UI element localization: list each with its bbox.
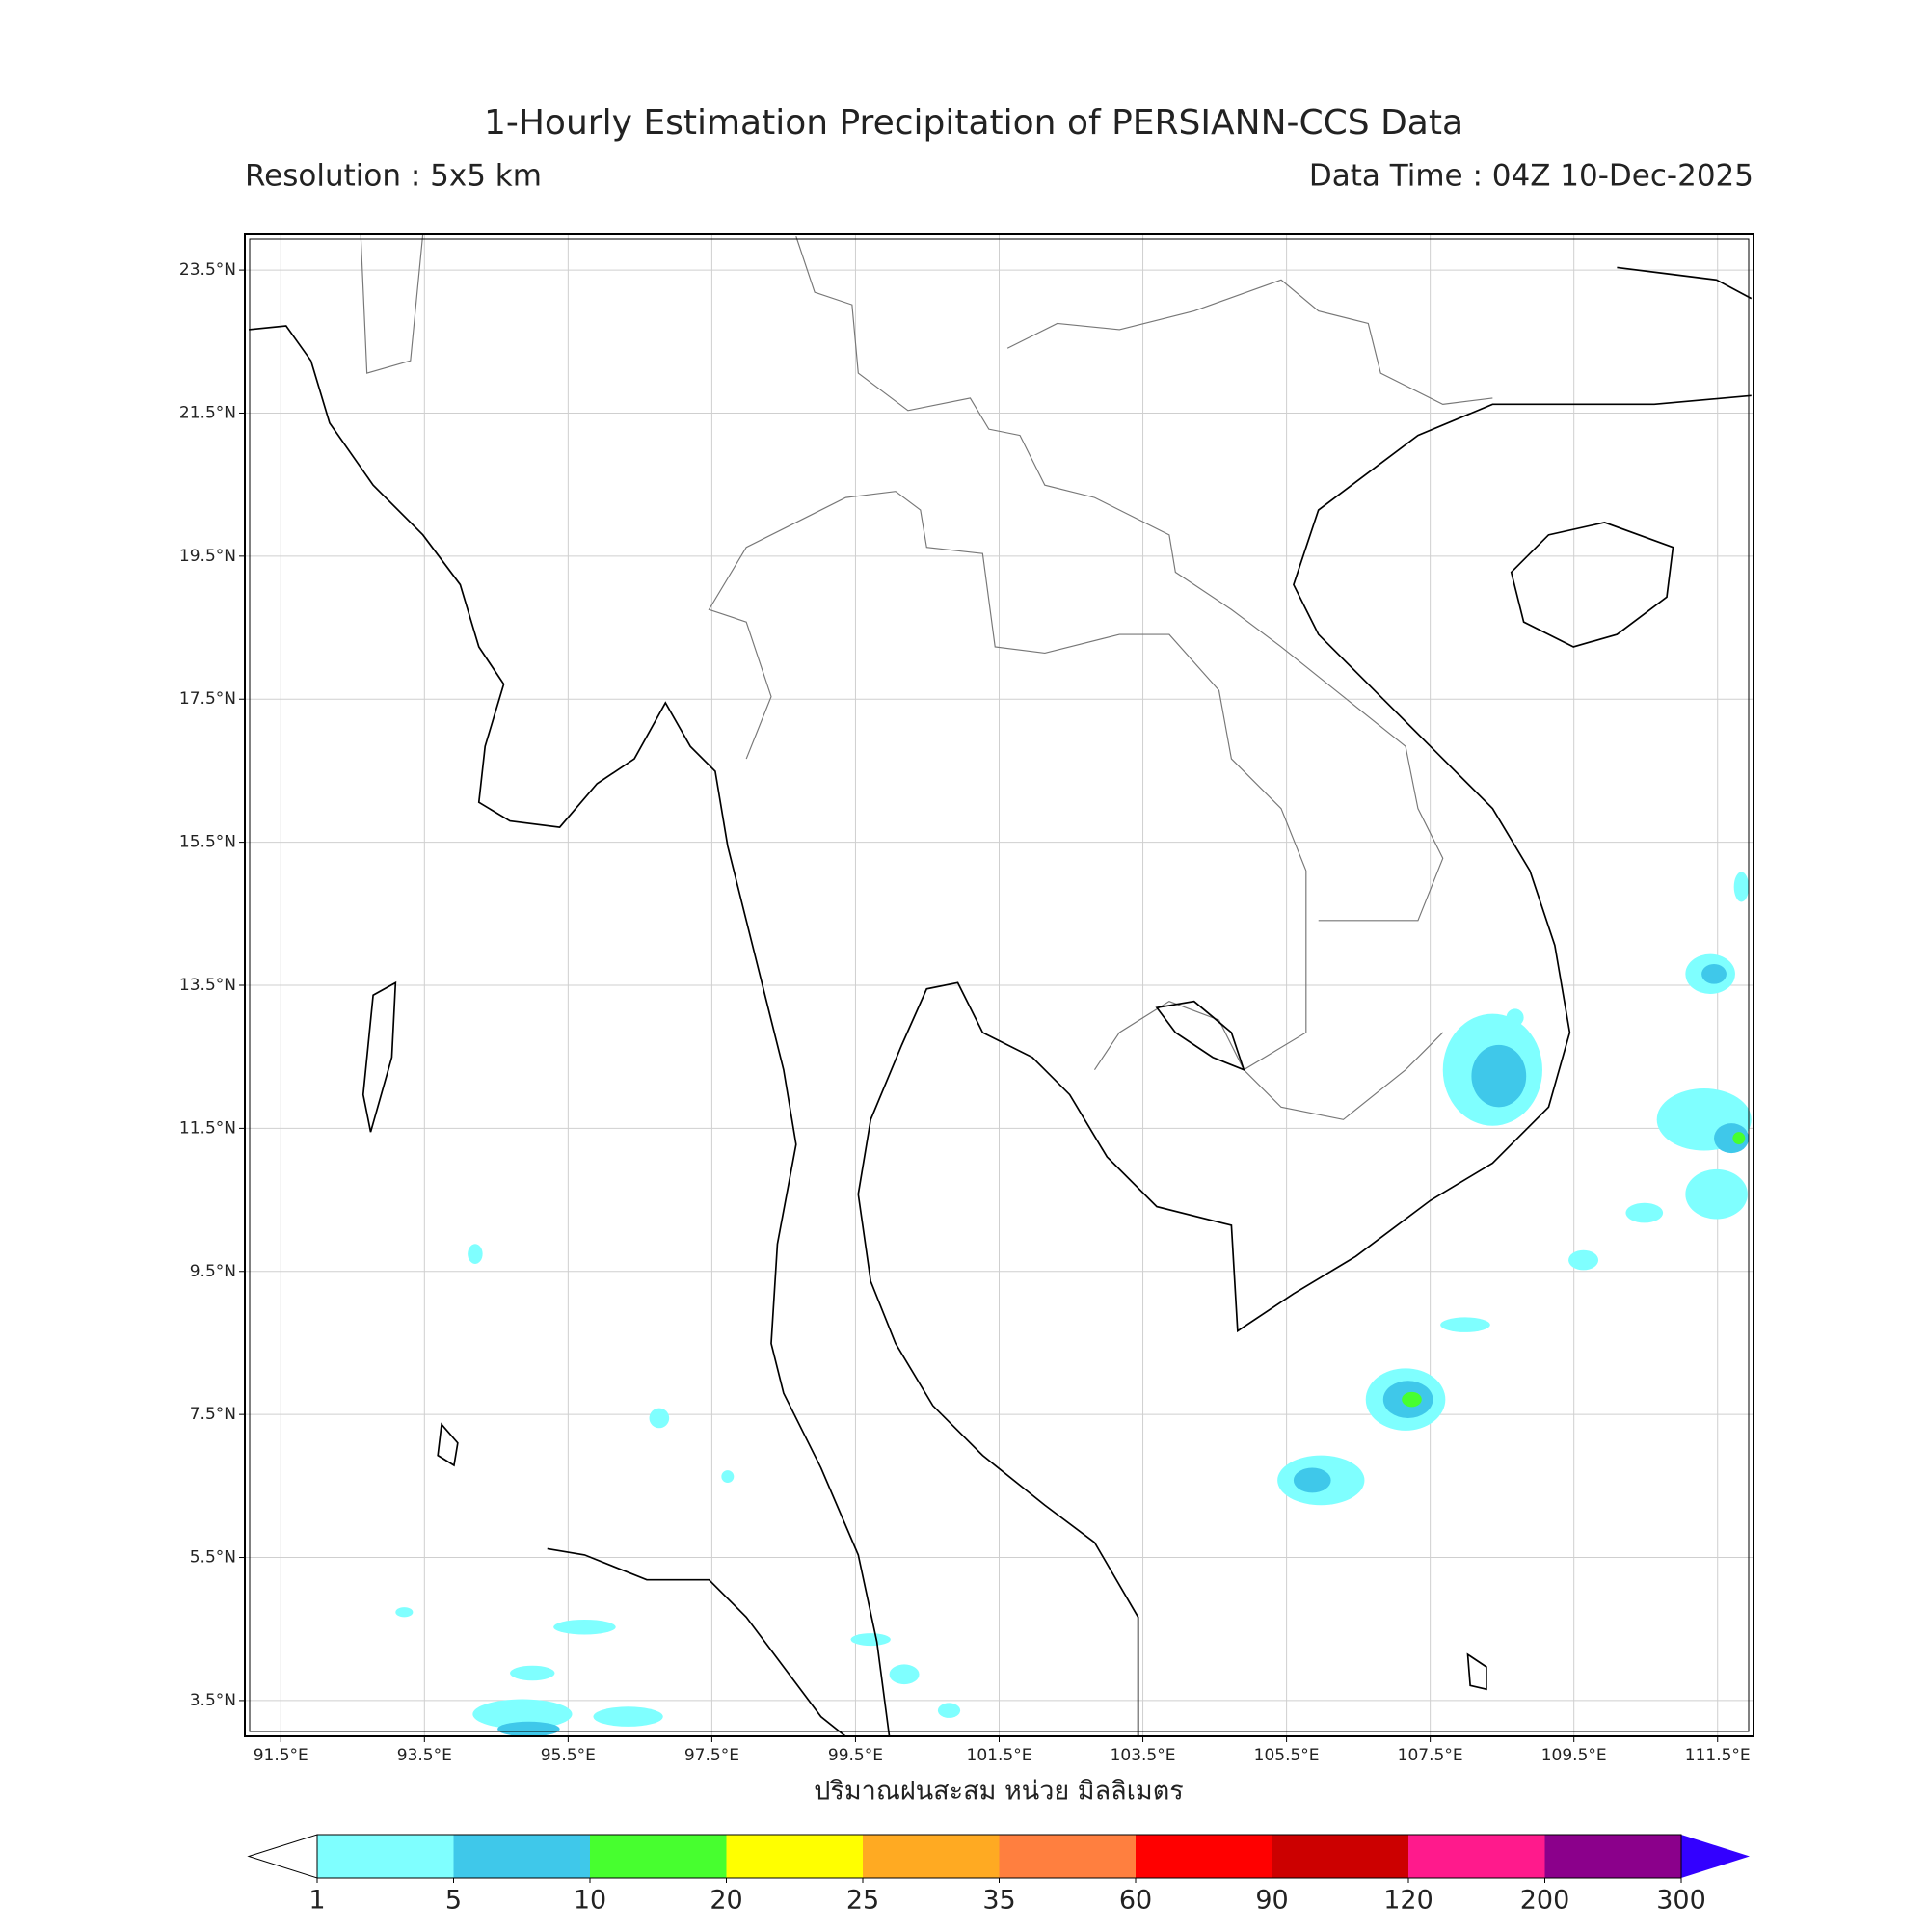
colorbar-box bbox=[863, 1835, 1000, 1878]
y-tick-label: 13.5°N bbox=[179, 976, 236, 995]
coastline bbox=[1617, 266, 1753, 300]
geo-layer bbox=[248, 234, 1753, 1736]
y-tick-label: 21.5°N bbox=[179, 403, 236, 422]
x-tick-label: 101.5°E bbox=[967, 1746, 1032, 1765]
colorbar: 1 5 10 20 25 35 60 90 120 200 300 bbox=[247, 1834, 1750, 1916]
colorbar-label: 200 bbox=[1520, 1886, 1570, 1916]
x-tick-label: 97.5°E bbox=[684, 1746, 739, 1765]
rain-areas bbox=[395, 872, 1752, 1736]
rain-area bbox=[510, 1665, 555, 1681]
colorbar-label: 120 bbox=[1383, 1886, 1433, 1916]
border bbox=[360, 234, 424, 374]
coastline bbox=[248, 325, 891, 1736]
y-tick-label: 9.5°N bbox=[190, 1262, 236, 1281]
rain-area bbox=[889, 1664, 920, 1685]
y-tick-label: 15.5°N bbox=[179, 833, 236, 852]
x-tick-label: 103.5°E bbox=[1111, 1746, 1176, 1765]
coastline bbox=[857, 394, 1752, 1736]
colorbar-label: 35 bbox=[982, 1886, 1015, 1916]
colorbar-label: 20 bbox=[710, 1886, 742, 1916]
y-tick-label: 17.5°N bbox=[179, 689, 236, 709]
rain-area bbox=[1506, 1008, 1524, 1027]
y-tick-label: 23.5°N bbox=[179, 260, 236, 280]
rain-area bbox=[497, 1721, 560, 1736]
rain-area bbox=[468, 1244, 483, 1264]
rain-area bbox=[395, 1607, 414, 1618]
x-tick-label: 99.5°E bbox=[828, 1746, 883, 1765]
rain-area bbox=[850, 1633, 891, 1647]
resolution: Resolution : 5x5 km bbox=[245, 159, 542, 194]
colorbar-box bbox=[317, 1835, 454, 1878]
colorbar-box bbox=[453, 1835, 590, 1878]
x-tick-label: 95.5°E bbox=[541, 1746, 596, 1765]
x-tick-label: 91.5°E bbox=[254, 1746, 308, 1765]
colorbar-label: 300 bbox=[1656, 1886, 1706, 1916]
rain-area bbox=[553, 1619, 616, 1635]
rain-area bbox=[1701, 963, 1727, 984]
colorbar-box bbox=[999, 1835, 1136, 1878]
x-tick-label: 111.5°E bbox=[1685, 1746, 1751, 1765]
colorbar-label: 60 bbox=[1119, 1886, 1152, 1916]
x-tick-label: 109.5°E bbox=[1541, 1746, 1607, 1765]
colorbar-box bbox=[1136, 1835, 1272, 1878]
island bbox=[1466, 1652, 1487, 1691]
colorbar-label: 25 bbox=[846, 1886, 879, 1916]
colorbar-box bbox=[1544, 1835, 1681, 1878]
map-frame-inner bbox=[249, 238, 1750, 1732]
rain-area bbox=[1625, 1202, 1664, 1223]
colorbar-label: 90 bbox=[1255, 1886, 1288, 1916]
y-tick-label: 5.5°N bbox=[190, 1548, 236, 1568]
geography bbox=[248, 234, 1753, 1736]
y-tick-label: 19.5°N bbox=[179, 547, 236, 566]
colorbar-box bbox=[590, 1835, 727, 1878]
rain-area bbox=[1568, 1249, 1599, 1271]
rain-area bbox=[1440, 1317, 1490, 1332]
rain-area bbox=[1471, 1044, 1527, 1108]
colorbar-box bbox=[726, 1835, 863, 1878]
border bbox=[1006, 279, 1493, 405]
thailand-border bbox=[708, 491, 1307, 1071]
island bbox=[437, 1422, 459, 1467]
coastline bbox=[547, 1547, 846, 1736]
axes: 91.5°E 93.5°E 95.5°E 97.5°E 99.5°E 101.5°E 103… bbox=[179, 260, 1751, 1765]
x-axis-label: ปริมาณฝนสะสม หน่วย มิลลิเมตร bbox=[814, 1777, 1184, 1807]
rain-area bbox=[721, 1470, 735, 1484]
rain-area bbox=[937, 1703, 961, 1718]
coastline bbox=[1510, 522, 1674, 648]
title: 1-Hourly Estimation Precipitation of PER… bbox=[484, 103, 1463, 143]
colorbar-over bbox=[1681, 1835, 1750, 1878]
rain-area bbox=[593, 1706, 663, 1727]
rain-area bbox=[1732, 1132, 1746, 1145]
x-tick-label: 93.5°E bbox=[397, 1746, 452, 1765]
x-tick-label: 105.5°E bbox=[1254, 1746, 1320, 1765]
x-tick-label: 107.5°E bbox=[1398, 1746, 1463, 1765]
data-time: Data Time : 04Z 10-Dec-2025 bbox=[1309, 159, 1754, 194]
rain-area bbox=[1714, 1123, 1750, 1154]
rain-area bbox=[1733, 872, 1750, 902]
island bbox=[362, 980, 397, 1133]
colorbar-label: 5 bbox=[445, 1886, 462, 1916]
colorbar-box bbox=[1272, 1835, 1408, 1878]
rain-area bbox=[649, 1408, 670, 1429]
y-tick-label: 7.5°N bbox=[190, 1405, 236, 1424]
colorbar-box bbox=[1408, 1835, 1545, 1878]
rain-area bbox=[1685, 1168, 1748, 1220]
colorbar-under bbox=[247, 1834, 318, 1879]
colorbar-label: 10 bbox=[574, 1886, 606, 1916]
rain-area bbox=[1402, 1391, 1422, 1408]
rain-area bbox=[472, 1699, 573, 1730]
colorbar-label: 1 bbox=[308, 1886, 325, 1916]
grid bbox=[245, 234, 1754, 1736]
border bbox=[795, 235, 1444, 922]
lake bbox=[1155, 1000, 1245, 1072]
y-tick-label: 3.5°N bbox=[190, 1691, 236, 1710]
rain-area bbox=[1293, 1467, 1331, 1493]
border bbox=[1243, 1032, 1444, 1120]
y-tick-label: 11.5°N bbox=[179, 1118, 236, 1138]
